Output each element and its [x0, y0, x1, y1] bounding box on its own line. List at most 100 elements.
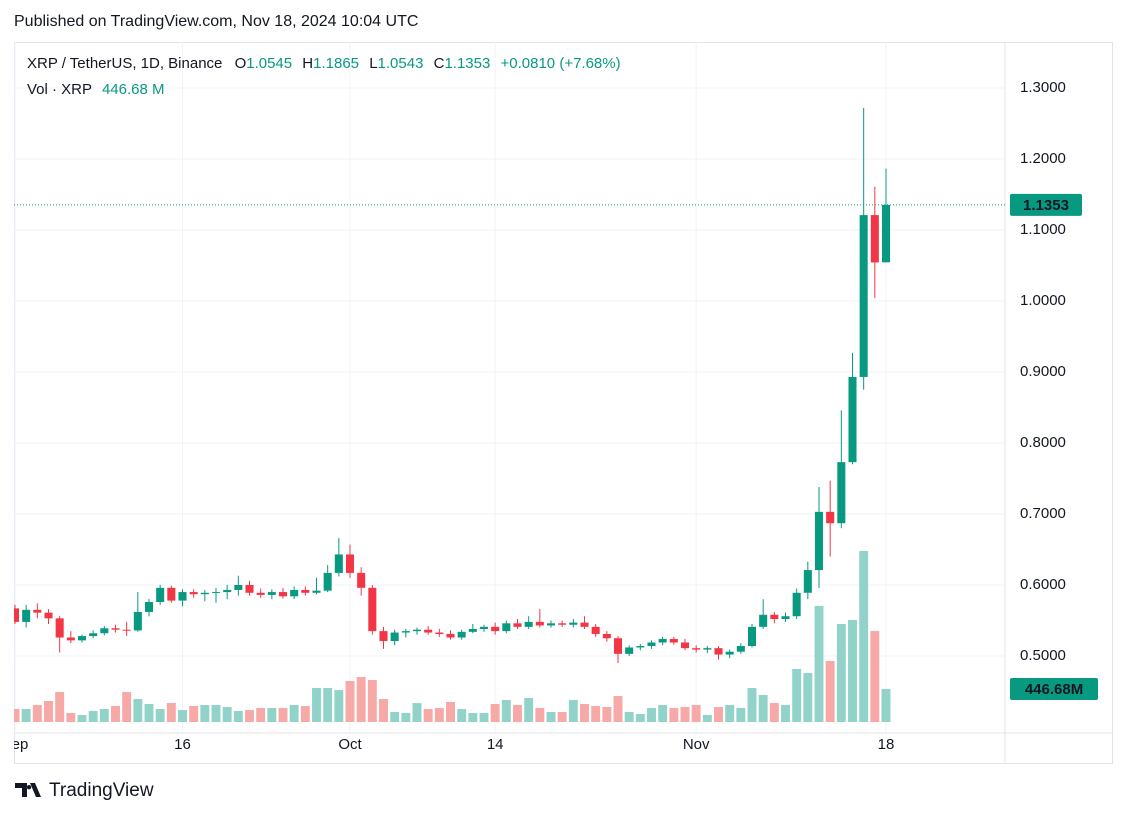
y-tick-label: 0.7000 [1020, 505, 1066, 522]
volume-bar [725, 705, 735, 722]
candle-body [234, 584, 243, 590]
candle-body [100, 628, 109, 634]
volume-bar [602, 707, 612, 722]
volume-bar [222, 707, 232, 722]
candle-body [211, 592, 221, 594]
volume-bar [312, 688, 321, 722]
candle-body [591, 626, 600, 634]
y-tick-label: 0.6000 [1020, 576, 1066, 593]
volume-bar [468, 712, 478, 722]
candle-body [859, 215, 868, 377]
y-tick-label: 1.3000 [1020, 79, 1066, 96]
candle-body [569, 622, 578, 625]
candle-body [33, 609, 42, 613]
x-tick-label: 18 [878, 736, 895, 753]
candle-body [870, 215, 879, 263]
candle-body [301, 589, 310, 593]
candle-body [647, 642, 656, 647]
candle-body [714, 648, 723, 655]
volume-bar [434, 707, 444, 722]
candle-body [144, 602, 154, 612]
candle-body [156, 587, 165, 603]
candle-body [14, 608, 20, 622]
volume-bar [32, 705, 42, 722]
candle-body [290, 589, 299, 597]
candle-body [468, 628, 477, 632]
legend-volume: Vol · XRP 446.68 M [27, 81, 164, 98]
volume-bar [580, 703, 589, 722]
volume-bar [278, 707, 288, 722]
candle-body [725, 651, 734, 655]
candle-body [312, 590, 321, 593]
candle-body [44, 612, 53, 619]
volume-bar [144, 703, 154, 722]
candle-body [747, 626, 757, 647]
volume-bar [245, 710, 254, 722]
candle-body [390, 632, 399, 642]
ohlc-letter: H [302, 55, 313, 72]
x-tick-label: Sep [2, 736, 29, 753]
volume-bar [546, 712, 556, 722]
y-tick-label: 1.0000 [1020, 292, 1066, 309]
candle-body [245, 584, 254, 593]
candle-body [278, 592, 288, 597]
candle-body [66, 637, 75, 641]
candle-body [546, 623, 556, 626]
volume-bar [412, 703, 422, 722]
volume-bar [624, 712, 634, 722]
volume-bar [334, 690, 344, 722]
legend-ohlc: XRP / TetherUS, 1D, Binance O1.0545 H1.1… [27, 55, 621, 72]
volume-bar [881, 689, 891, 722]
volume-bar [323, 688, 333, 722]
candle-body [424, 629, 433, 633]
volume-bar [647, 707, 656, 722]
volume-bar [345, 681, 355, 722]
volume-bar [379, 699, 388, 722]
volume-value: 446.68 M [102, 81, 165, 98]
volume-bar [825, 660, 835, 722]
ohlc-letter: L [369, 55, 377, 72]
volume-bar [133, 699, 143, 722]
x-tick-label: 16 [174, 736, 191, 753]
axes: 0.5000 0.6000 0.7000 0.8000 0.9000 1.0000 1.10… [1010, 79, 1098, 701]
volume-bar [848, 619, 857, 722]
candle-body [837, 462, 846, 524]
candle-body [122, 629, 131, 631]
candle-body [479, 626, 489, 629]
volume-bar [535, 707, 545, 722]
last-price-label: 1.1353 [1023, 197, 1069, 214]
candle-body [524, 621, 533, 627]
volume-bar [680, 707, 690, 722]
candle-body [759, 614, 768, 627]
volume-bar [111, 705, 120, 722]
volume-bar [769, 703, 779, 722]
candle-body [267, 592, 276, 595]
plot-area [14, 107, 1005, 722]
volume-bar [859, 551, 869, 722]
volume-bar [836, 623, 846, 722]
candle-body [848, 376, 857, 463]
volume-bar [122, 692, 132, 722]
candle-body [412, 629, 422, 632]
candle-body [345, 554, 355, 573]
volume-bar [267, 707, 277, 722]
volume-bar [401, 712, 411, 722]
volume-bar [256, 707, 266, 722]
volume-bar [423, 708, 433, 722]
change-value: +0.0810 (+7.68%) [501, 55, 621, 72]
volume-bar [490, 703, 500, 722]
brand-logo: TradingView [15, 780, 154, 801]
volume-bar [658, 705, 668, 722]
volume-bar [501, 699, 511, 722]
volume-bar [792, 668, 802, 722]
ohlc-letter: O [235, 55, 247, 72]
candle-body [133, 611, 142, 631]
volume-bar [747, 688, 757, 722]
volume-bar [479, 712, 489, 722]
volume-bar [390, 712, 400, 722]
open-value: 1.0545 [246, 55, 292, 72]
volume-bar [568, 699, 578, 722]
candle-body [357, 572, 366, 588]
volume-bar [77, 714, 87, 722]
y-tick-label: 0.5000 [1020, 647, 1066, 664]
